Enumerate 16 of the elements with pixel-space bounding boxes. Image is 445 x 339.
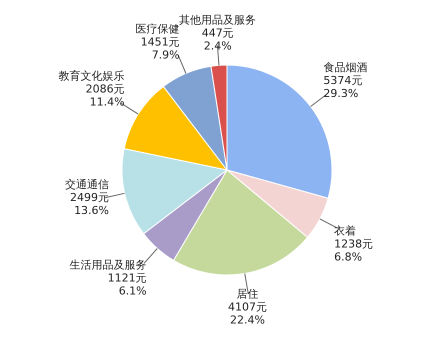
data-label: 2499元 13.6%	[70, 190, 110, 217]
slice-label: 其他用品及服务	[179, 13, 256, 26]
slice-label: 交通通信	[65, 178, 110, 191]
slice-label: 教育文化娱乐	[58, 69, 125, 82]
data-label: 1451元 7.9%	[140, 36, 180, 62]
data-label: 447元 2.4%	[202, 26, 234, 52]
data-label: 1121元 6.1%	[108, 271, 147, 298]
data-label: 2086元 11.4%	[86, 82, 125, 108]
slice-label: 食品烟酒	[323, 60, 368, 74]
data-label: 1238元 6.8%	[334, 237, 374, 264]
slice-label: 衣着	[334, 224, 356, 238]
slice-label: 生活用品及服务	[70, 258, 147, 272]
data-label: 4107元 22.4%	[228, 300, 267, 326]
slice-label: 居住	[236, 287, 258, 300]
slice-label: 医疗保健	[136, 22, 180, 36]
data-label: 5374元 29.3%	[323, 74, 362, 100]
